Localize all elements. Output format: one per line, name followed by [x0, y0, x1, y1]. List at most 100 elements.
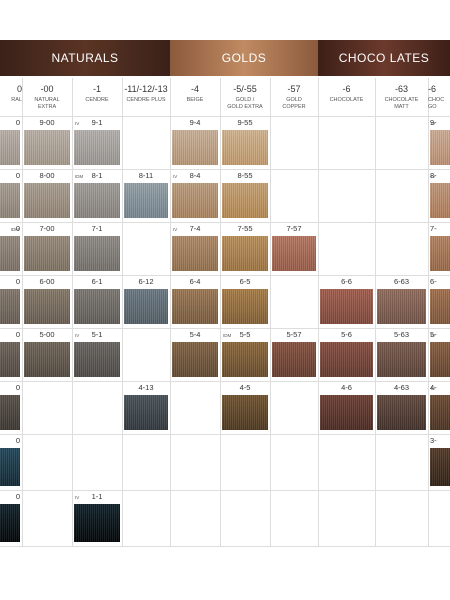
- hair-swatch: [320, 289, 373, 324]
- swatch-tag: IV: [173, 174, 178, 179]
- hair-swatch: [272, 236, 316, 271]
- swatch-label: 4-13: [138, 383, 154, 392]
- swatch-label: 6-12: [138, 277, 154, 286]
- hair-swatch: [222, 342, 268, 377]
- swatch-tag: IV: [431, 174, 436, 179]
- hair-swatch: [172, 342, 218, 377]
- swatch-label: 7-57: [286, 224, 302, 233]
- hair-swatch: [0, 448, 20, 486]
- swatch-tag: IV: [431, 333, 436, 338]
- column-name: GOLD /: [235, 97, 255, 103]
- swatch-tag: IV: [431, 121, 436, 126]
- hair-swatch: [124, 395, 168, 430]
- section-title: CHOCO LATES: [318, 40, 450, 76]
- swatch-label: 6-1: [91, 277, 103, 286]
- hair-swatch: [0, 236, 20, 271]
- section-title: GOLDS: [170, 40, 318, 76]
- row-divider: [0, 546, 450, 547]
- row-divider: [0, 275, 450, 276]
- column-name: NATURAL: [34, 97, 60, 103]
- hair-swatch: [430, 236, 450, 271]
- swatch-label: 4-6: [341, 383, 352, 392]
- column-code: -63: [394, 84, 408, 94]
- hair-swatch: [0, 130, 20, 165]
- column-divider: [220, 78, 221, 546]
- hair-swatch: [0, 342, 20, 377]
- column-name: EXTRA: [37, 104, 57, 110]
- hair-swatch: [24, 236, 70, 271]
- column-name: MATT: [394, 104, 409, 110]
- column-divider: [122, 78, 123, 546]
- swatch-label: 4-63: [393, 383, 409, 392]
- row-divider: [0, 169, 450, 170]
- column-name: CENDRE PLUS: [126, 97, 166, 103]
- hair-swatch: [74, 130, 120, 165]
- swatch-label: 5-1: [91, 330, 103, 339]
- column-code: -00: [40, 84, 54, 94]
- hair-swatch: [172, 130, 218, 165]
- hair-swatch: [272, 342, 316, 377]
- swatch-tag: IV: [75, 121, 80, 126]
- swatch-label: 6-5: [239, 277, 251, 286]
- hair-swatch: [377, 289, 426, 324]
- swatch-tag: IDM: [75, 174, 84, 179]
- swatch-label: 9-00: [39, 118, 55, 127]
- swatch-label: 9-1: [91, 118, 103, 127]
- swatch-label: 6-6: [341, 277, 352, 286]
- swatch-label: 7-1: [91, 224, 103, 233]
- swatch-label: 8-1: [91, 171, 103, 180]
- hair-swatch: [430, 289, 450, 324]
- row-divider: [0, 434, 450, 435]
- swatch-label: 7-55: [237, 224, 253, 233]
- swatch-label: 5-6: [341, 330, 352, 339]
- swatch-label: 8-11: [138, 171, 154, 180]
- swatch-label: 7-: [430, 224, 437, 233]
- hair-swatch: [0, 395, 20, 430]
- hair-swatch: [74, 504, 120, 542]
- swatch-label: 6-4: [189, 277, 201, 286]
- swatch-label: 3-: [430, 436, 437, 445]
- row-divider: [0, 328, 450, 329]
- column-name: GO: [428, 104, 437, 110]
- swatch-label: 6-: [430, 277, 437, 286]
- swatch-label: 4-: [430, 383, 437, 392]
- hair-swatch: [222, 130, 268, 165]
- swatch-label: 7-00: [39, 224, 55, 233]
- swatch-label: 0: [15, 224, 20, 233]
- swatch-label: 6-00: [39, 277, 55, 286]
- hair-swatch: [222, 183, 268, 218]
- column-divider: [170, 78, 171, 546]
- hair-swatch: [24, 183, 70, 218]
- column-name: CHOCOLATE: [384, 97, 419, 103]
- hair-swatch: [124, 183, 168, 218]
- hair-swatch: [377, 395, 426, 430]
- column-code: -6: [342, 84, 351, 94]
- swatch-label: 0: [15, 118, 20, 127]
- hair-swatch: [320, 342, 373, 377]
- hair-swatch: [124, 289, 168, 324]
- hair-swatch: [74, 342, 120, 377]
- hair-swatch: [222, 236, 268, 271]
- hair-swatch: [74, 289, 120, 324]
- swatch-label: 8-: [430, 171, 437, 180]
- swatch-label: 8-4: [189, 171, 201, 180]
- column-code: -5/-55: [233, 84, 257, 94]
- swatch-label: 0: [15, 171, 20, 180]
- column-code: -11/-12/-13: [124, 84, 168, 94]
- hair-swatch: [24, 289, 70, 324]
- column-name: GOLD: [286, 97, 302, 103]
- column-code: -1: [92, 84, 101, 94]
- swatch-tag: IDM: [223, 333, 232, 338]
- section-title: NATURALS: [0, 40, 170, 76]
- swatch-tag: IV: [75, 333, 80, 338]
- column-divider: [72, 78, 73, 546]
- hair-swatch: [0, 289, 20, 324]
- column-divider: [318, 78, 319, 546]
- swatch-tag: IV: [431, 386, 436, 391]
- column-code: -57: [287, 84, 301, 94]
- swatch-label: 0: [15, 492, 20, 501]
- column-divider: [22, 78, 23, 546]
- column-name: CHOC: [428, 97, 445, 103]
- column-code: -4: [190, 84, 199, 94]
- swatch-label: 4-5: [239, 383, 251, 392]
